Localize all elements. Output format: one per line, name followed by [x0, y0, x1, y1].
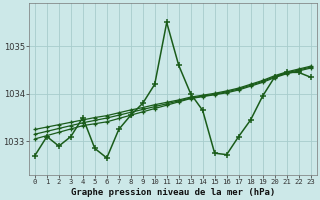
X-axis label: Graphe pression niveau de la mer (hPa): Graphe pression niveau de la mer (hPa) [71, 188, 275, 197]
